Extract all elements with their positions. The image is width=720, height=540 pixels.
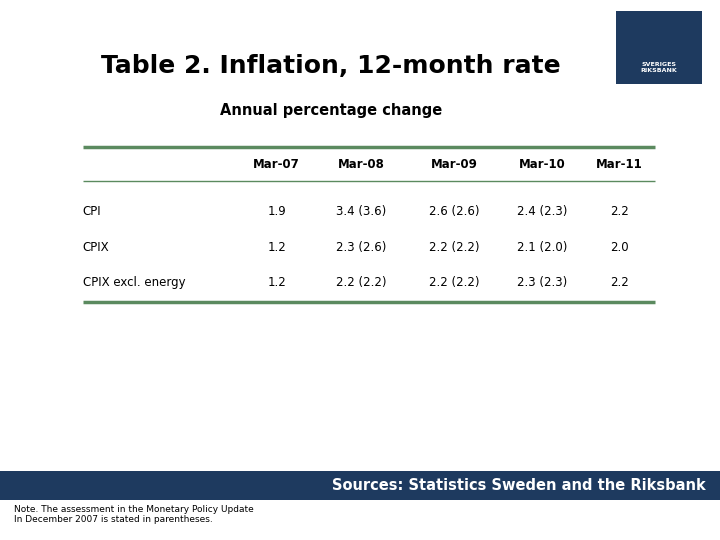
Text: Annual percentage change: Annual percentage change: [220, 103, 442, 118]
Text: Mar-10: Mar-10: [518, 158, 565, 171]
Text: 1.2: 1.2: [267, 240, 286, 254]
Text: 1.9: 1.9: [267, 205, 286, 219]
Text: 3.4 (3.6): 3.4 (3.6): [336, 205, 387, 219]
Bar: [0, 471, 720, 500]
Text: 2.1 (2.0): 2.1 (2.0): [517, 240, 567, 254]
Text: 2.6 (2.6): 2.6 (2.6): [428, 205, 480, 219]
Text: 2.2: 2.2: [610, 205, 629, 219]
Text: 2.2 (2.2): 2.2 (2.2): [428, 240, 480, 254]
Text: CPI: CPI: [83, 205, 102, 219]
Text: CPIX excl. energy: CPIX excl. energy: [83, 275, 186, 289]
Text: Mar-08: Mar-08: [338, 158, 385, 171]
Text: Table 2. Inflation, 12-month rate: Table 2. Inflation, 12-month rate: [102, 54, 561, 78]
Text: 2.3 (2.3): 2.3 (2.3): [517, 275, 567, 289]
Text: CPIX: CPIX: [83, 240, 109, 254]
Text: 2.3 (2.6): 2.3 (2.6): [336, 240, 387, 254]
Text: 1.2: 1.2: [267, 275, 286, 289]
Text: 2.2 (2.2): 2.2 (2.2): [336, 275, 387, 289]
Text: Sources: Statistics Sweden and the Riksbank: Sources: Statistics Sweden and the Riksb…: [332, 478, 706, 493]
Text: Mar-07: Mar-07: [253, 158, 300, 171]
Text: 2.2 (2.2): 2.2 (2.2): [428, 275, 480, 289]
Text: Mar-11: Mar-11: [596, 158, 643, 171]
Text: Note. The assessment in the Monetary Policy Update
In December 2007 is stated in: Note. The assessment in the Monetary Pol…: [14, 505, 254, 524]
Text: 2.0: 2.0: [610, 240, 629, 254]
Bar: [616, 11, 702, 84]
Text: Mar-09: Mar-09: [431, 158, 477, 171]
Text: SVERIGES
RIKSBANK: SVERIGES RIKSBANK: [640, 62, 678, 73]
Text: 2.4 (2.3): 2.4 (2.3): [517, 205, 567, 219]
Text: 2.2: 2.2: [610, 275, 629, 289]
